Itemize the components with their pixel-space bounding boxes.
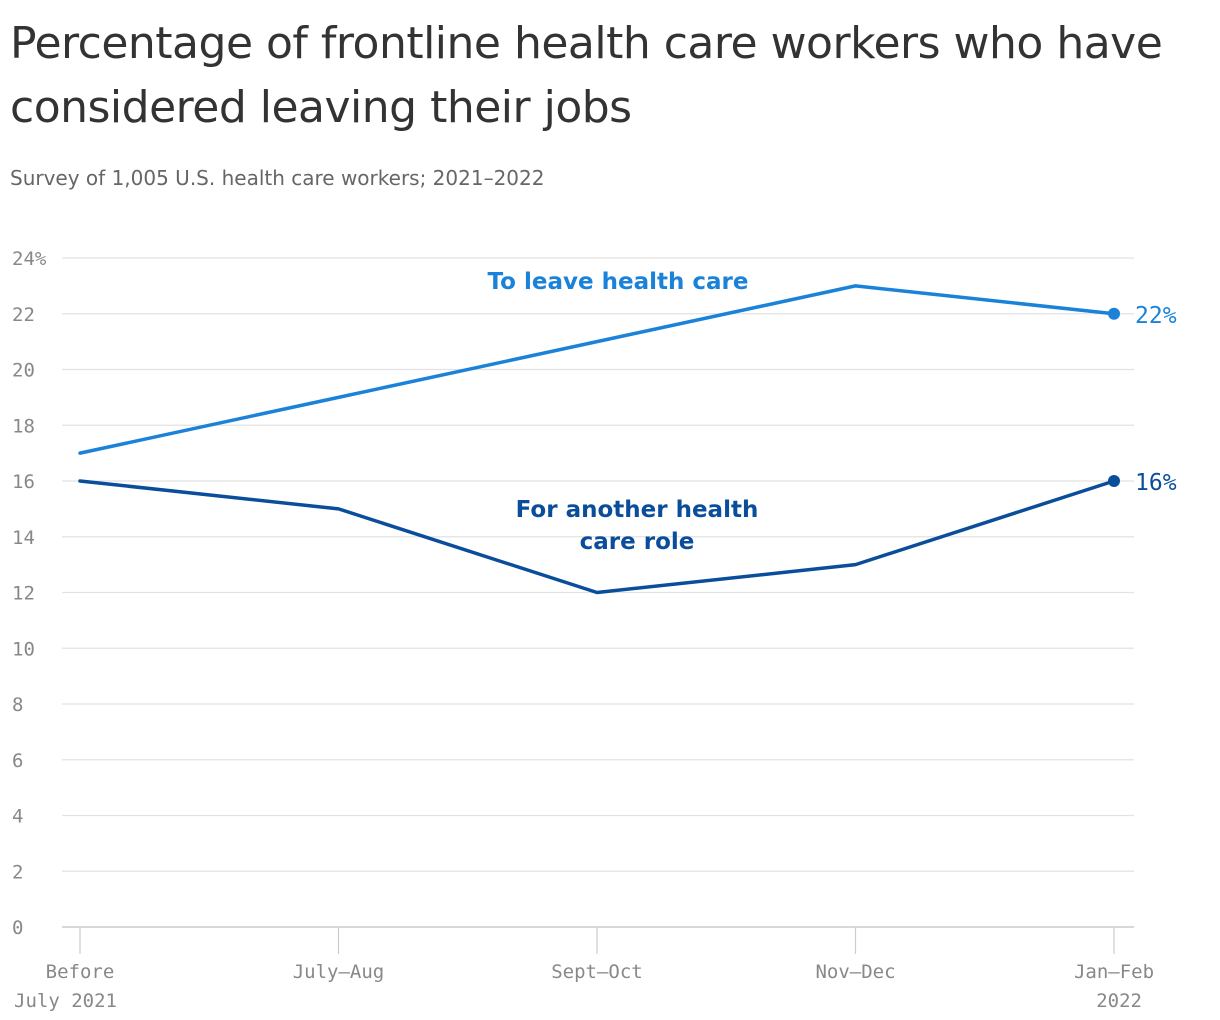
series-labels: 22% To leave health care 16% For another he…	[488, 269, 1177, 555]
end-value-label: 22%	[1135, 303, 1177, 329]
y-tick-label: 10	[12, 638, 35, 660]
end-point-marker	[1108, 307, 1120, 320]
y-tick-label: 24%	[12, 248, 47, 270]
x-axis: Before July 2021 July–Aug Sept–Oct Nov–Dec Ja…	[14, 927, 1154, 1012]
x-tick-label: Nov–Dec	[815, 961, 895, 983]
end-value-label: 16%	[1135, 470, 1177, 496]
y-tick-label: 4	[12, 806, 23, 828]
series-line	[78, 479, 1116, 595]
x-tick-label: Jan–Feb 2022	[1074, 961, 1154, 1012]
y-tick-label: 6	[12, 750, 23, 772]
y-tick-label: 8	[12, 694, 23, 716]
series-lines	[78, 284, 1120, 595]
series-name-label: For another health care role	[516, 497, 759, 555]
y-tick-label: 22	[12, 304, 35, 326]
x-tick-label: Sept–Oct	[551, 961, 643, 983]
series-line	[78, 284, 1116, 455]
y-tick-label: 14	[12, 527, 35, 549]
y-tick-label: 0	[12, 917, 23, 939]
x-tick-label: July–Aug	[293, 961, 385, 983]
chart-title: Percentage of frontline health care work…	[10, 18, 1163, 133]
chart-subtitle: Survey of 1,005 U.S. health care workers…	[10, 166, 545, 190]
y-tick-label: 20	[12, 360, 35, 382]
y-tick-label: 16	[12, 471, 35, 493]
end-point-marker	[1108, 475, 1120, 487]
series-name-label: To leave health care	[488, 269, 749, 295]
y-tick-label: 12	[12, 583, 35, 605]
x-tick-label: Before July 2021	[14, 961, 117, 1012]
y-tick-label: 18	[12, 415, 35, 437]
y-gridlines	[62, 257, 1134, 928]
y-axis-ticks: 0 2 4 6 8 10 12 14 16 18 20 22 24%	[12, 248, 47, 939]
y-tick-label: 2	[12, 861, 23, 883]
